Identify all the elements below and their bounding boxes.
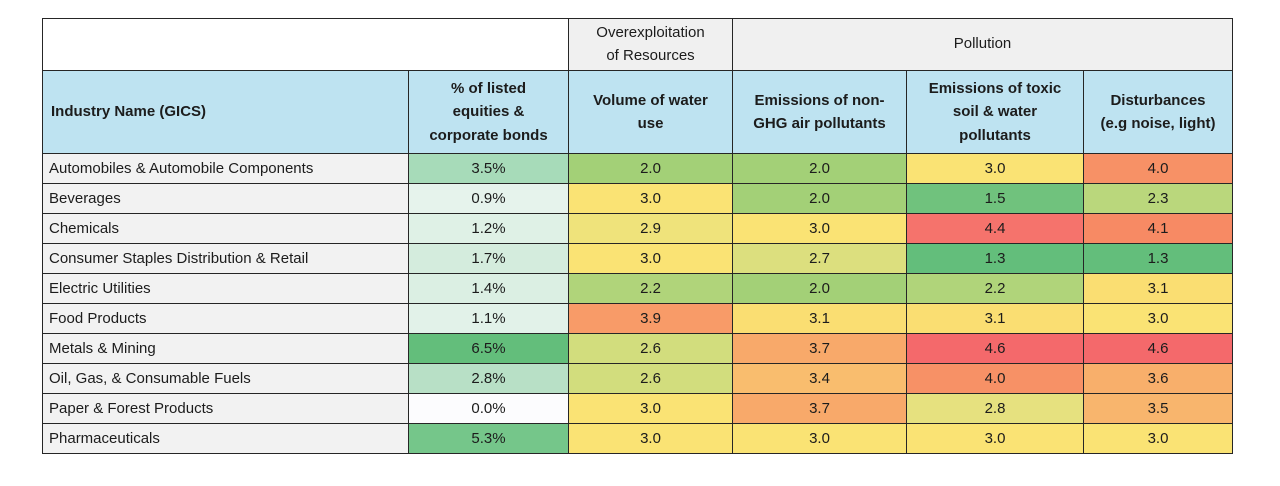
non-ghg-air-cell: 3.0 (732, 213, 907, 244)
non-ghg-air-cell: 2.0 (732, 153, 907, 184)
column-header-water-use: Volume of water use (568, 70, 733, 154)
toxic-soil-water-cell: 1.5 (906, 183, 1084, 214)
non-ghg-air-cell: 3.7 (732, 333, 907, 364)
table-row: Chemicals 1.2% 2.9 3.0 4.4 4.1 (42, 213, 1233, 244)
group-header-row: Overexploitation of Resources Pollution (42, 18, 1233, 71)
non-ghg-air-cell: 3.0 (732, 423, 907, 454)
table-row: Automobiles & Automobile Components 3.5% 2… (42, 153, 1233, 184)
table-row: Pharmaceuticals 5.3% 3.0 3.0 3.0 3.0 (42, 423, 1233, 454)
toxic-soil-water-cell: 3.0 (906, 153, 1084, 184)
toxic-soil-water-cell: 2.2 (906, 273, 1084, 304)
water-use-cell: 3.0 (568, 243, 733, 274)
column-header-industry-name: Industry Name (GICS) (42, 70, 409, 154)
toxic-soil-water-cell: 4.0 (906, 363, 1084, 394)
table-row: Consumer Staples Distribution & Retail 1.… (42, 243, 1233, 274)
group-header-overexploitation: Overexploitation of Resources (568, 18, 733, 71)
industry-name-cell: Electric Utilities (42, 273, 409, 304)
industry-name-cell: Paper & Forest Products (42, 393, 409, 424)
industry-name-cell: Food Products (42, 303, 409, 334)
disturbances-cell: 3.0 (1083, 303, 1233, 334)
industry-name-cell: Pharmaceuticals (42, 423, 409, 454)
water-use-cell: 3.9 (568, 303, 733, 334)
column-header-toxic-soil-water: Emissions of toxic soil & water pollutan… (906, 70, 1084, 154)
group-header-pollution: Pollution (732, 18, 1233, 71)
water-use-cell: 3.0 (568, 393, 733, 424)
industry-name-cell: Metals & Mining (42, 333, 409, 364)
disturbances-cell: 3.0 (1083, 423, 1233, 454)
non-ghg-air-cell: 3.4 (732, 363, 907, 394)
column-header-non-ghg-air: Emissions of non- GHG air pollutants (732, 70, 907, 154)
water-use-cell: 3.0 (568, 423, 733, 454)
disturbances-cell: 4.0 (1083, 153, 1233, 184)
toxic-soil-water-cell: 3.0 (906, 423, 1084, 454)
toxic-soil-water-cell: 4.4 (906, 213, 1084, 244)
industry-name-cell: Chemicals (42, 213, 409, 244)
toxic-soil-water-cell: 3.1 (906, 303, 1084, 334)
industry-name-cell: Automobiles & Automobile Components (42, 153, 409, 184)
disturbances-cell: 2.3 (1083, 183, 1233, 214)
industry-name-cell: Beverages (42, 183, 409, 214)
toxic-soil-water-cell: 2.8 (906, 393, 1084, 424)
disturbances-cell: 3.6 (1083, 363, 1233, 394)
pct-listed-cell: 3.5% (408, 153, 569, 184)
toxic-soil-water-cell: 1.3 (906, 243, 1084, 274)
industry-name-cell: Consumer Staples Distribution & Retail (42, 243, 409, 274)
table-row: Paper & Forest Products 0.0% 3.0 3.7 2.8 3.5 (42, 393, 1233, 424)
industry-impact-table: Overexploitation of Resources Pollution … (42, 18, 1233, 454)
pct-listed-cell: 0.0% (408, 393, 569, 424)
pct-listed-cell: 1.1% (408, 303, 569, 334)
water-use-cell: 3.0 (568, 183, 733, 214)
disturbances-cell: 1.3 (1083, 243, 1233, 274)
disturbances-cell: 3.1 (1083, 273, 1233, 304)
table-row: Metals & Mining 6.5% 2.6 3.7 4.6 4.6 (42, 333, 1233, 364)
water-use-cell: 2.0 (568, 153, 733, 184)
blank-corner (42, 18, 569, 71)
industry-name-cell: Oil, Gas, & Consumable Fuels (42, 363, 409, 394)
column-header-row: Industry Name (GICS) % of listed equitie… (42, 70, 1233, 154)
non-ghg-air-cell: 2.7 (732, 243, 907, 274)
table-body: Automobiles & Automobile Components 3.5% 2… (42, 153, 1233, 454)
table-row: Beverages 0.9% 3.0 2.0 1.5 2.3 (42, 183, 1233, 214)
column-header-disturbances: Disturbances (e.g noise, light) (1083, 70, 1233, 154)
non-ghg-air-cell: 3.1 (732, 303, 907, 334)
pct-listed-cell: 0.9% (408, 183, 569, 214)
water-use-cell: 2.2 (568, 273, 733, 304)
pct-listed-cell: 1.7% (408, 243, 569, 274)
disturbances-cell: 4.1 (1083, 213, 1233, 244)
disturbances-cell: 3.5 (1083, 393, 1233, 424)
pct-listed-cell: 1.2% (408, 213, 569, 244)
non-ghg-air-cell: 3.7 (732, 393, 907, 424)
table-row: Electric Utilities 1.4% 2.2 2.0 2.2 3.1 (42, 273, 1233, 304)
pct-listed-cell: 2.8% (408, 363, 569, 394)
pct-listed-cell: 1.4% (408, 273, 569, 304)
non-ghg-air-cell: 2.0 (732, 273, 907, 304)
water-use-cell: 2.6 (568, 333, 733, 364)
non-ghg-air-cell: 2.0 (732, 183, 907, 214)
toxic-soil-water-cell: 4.6 (906, 333, 1084, 364)
water-use-cell: 2.9 (568, 213, 733, 244)
pct-listed-cell: 6.5% (408, 333, 569, 364)
water-use-cell: 2.6 (568, 363, 733, 394)
table-row: Oil, Gas, & Consumable Fuels 2.8% 2.6 3.4 4.… (42, 363, 1233, 394)
column-header-pct-listed: % of listed equities & corporate bonds (408, 70, 569, 154)
pct-listed-cell: 5.3% (408, 423, 569, 454)
disturbances-cell: 4.6 (1083, 333, 1233, 364)
table-row: Food Products 1.1% 3.9 3.1 3.1 3.0 (42, 303, 1233, 334)
